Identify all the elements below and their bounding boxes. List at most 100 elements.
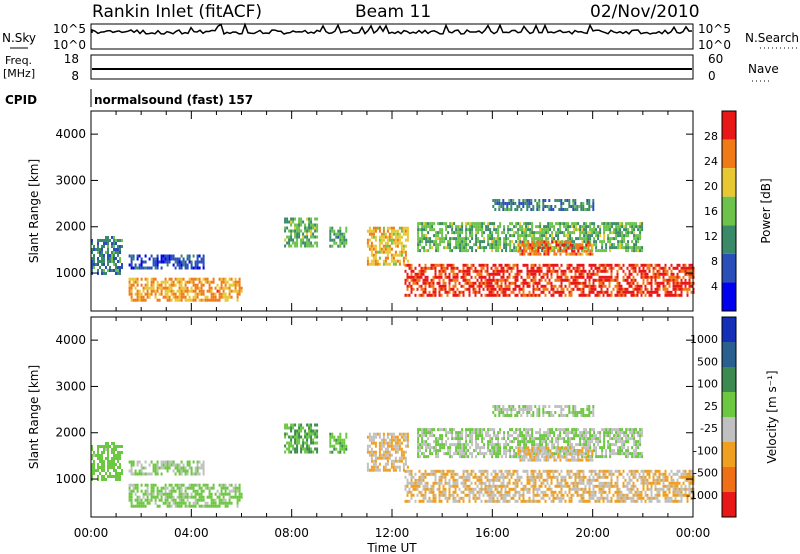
echo-cell [404, 499, 407, 503]
echo-cell [368, 444, 371, 448]
echo-cell [492, 272, 495, 276]
echo-cell [390, 438, 393, 442]
echo-cell [628, 272, 631, 276]
echo-cell [641, 222, 644, 226]
echo-cell [107, 460, 109, 463]
echo-cell [111, 451, 113, 454]
echo-cell [419, 449, 422, 453]
echo-cell [509, 240, 512, 244]
echo-cell [514, 469, 517, 473]
velocity-heatmap [91, 405, 695, 508]
cpid-value: normalsound (fast) 157 [94, 93, 253, 107]
echo-cell [202, 466, 205, 470]
echo-cell [103, 260, 105, 263]
echo-cell [160, 254, 163, 258]
echo-cell [308, 241, 311, 245]
echo-cell [605, 243, 608, 247]
echo-cell [194, 472, 197, 476]
echo-cell [192, 277, 195, 281]
echo-cell [600, 290, 603, 294]
echo-cell [502, 275, 505, 279]
echo-cell [408, 281, 411, 285]
echo-cell [150, 280, 153, 284]
echo-cell [410, 284, 413, 288]
echo-cell [556, 272, 559, 276]
echo-cell [121, 469, 123, 472]
echo-cell [421, 434, 424, 438]
echo-cell [144, 504, 147, 508]
echo-cell [490, 272, 493, 276]
echo-cell [390, 435, 393, 439]
echo-cell [284, 435, 287, 439]
echo-cell [236, 280, 239, 284]
echo-cell [672, 266, 675, 270]
echo-cell [534, 484, 537, 488]
echo-cell [544, 499, 547, 503]
echo-cell [423, 443, 426, 447]
echo-cell [335, 447, 338, 451]
echo-cell [486, 469, 489, 473]
echo-cell [625, 222, 628, 226]
echo-cell [288, 241, 291, 245]
echo-cell [674, 293, 677, 297]
echo-cell [374, 235, 377, 239]
echo-cell [194, 298, 197, 302]
echo-cell [406, 441, 409, 445]
echo-cell [142, 492, 145, 496]
echo-cell [128, 286, 131, 290]
echo-cell [154, 466, 157, 470]
echo-cell [138, 472, 141, 476]
echo-cell [680, 278, 683, 282]
echo-cell [156, 260, 159, 264]
echo-cell [641, 249, 644, 253]
echo-cell [565, 234, 568, 238]
echo-cell [144, 460, 147, 464]
echo-cell [514, 487, 517, 491]
echo-cell [626, 487, 629, 491]
echo-cell [444, 472, 447, 476]
echo-cell [204, 483, 207, 487]
echo-cell [166, 257, 169, 261]
echo-cell [516, 475, 519, 479]
echo-cell [516, 278, 519, 282]
echo-cell [680, 293, 683, 297]
echo-cell [162, 257, 165, 261]
echo-cell [545, 243, 548, 247]
echo-cell [522, 293, 525, 297]
echo-cell [639, 231, 642, 235]
echo-cell [474, 290, 477, 294]
echo-cell [398, 432, 401, 436]
echo-cell [491, 240, 494, 244]
echo-cell [160, 257, 163, 261]
echo-cell [672, 281, 675, 285]
echo-cell [662, 266, 665, 270]
echo-cell [306, 444, 309, 448]
echo-cell [142, 266, 145, 270]
echo-cell [418, 269, 421, 273]
echo-cell [378, 238, 381, 242]
echo-cell [337, 441, 340, 445]
echo-cell [564, 208, 567, 211]
echo-cell [585, 240, 588, 244]
echo-cell [103, 257, 105, 260]
echo-cell [404, 459, 407, 463]
echo-cell [575, 222, 578, 226]
echo-cell [158, 260, 161, 264]
echo-cell [427, 431, 430, 435]
echo-cell [417, 437, 420, 441]
echo-cell [578, 481, 581, 485]
echo-cell [616, 275, 619, 279]
echo-cell [684, 281, 687, 285]
echo-cell [469, 225, 472, 229]
echo-cell [624, 493, 627, 497]
echo-cell [690, 290, 693, 294]
echo-cell [152, 466, 155, 470]
echo-cell [105, 448, 107, 451]
echo-cell [419, 434, 422, 438]
echo-cell [107, 442, 109, 445]
echo-cell [117, 239, 119, 242]
echo-cell [182, 469, 185, 473]
echo-cell [592, 478, 595, 482]
echo-cell [588, 275, 591, 279]
echo-cell [192, 501, 195, 505]
